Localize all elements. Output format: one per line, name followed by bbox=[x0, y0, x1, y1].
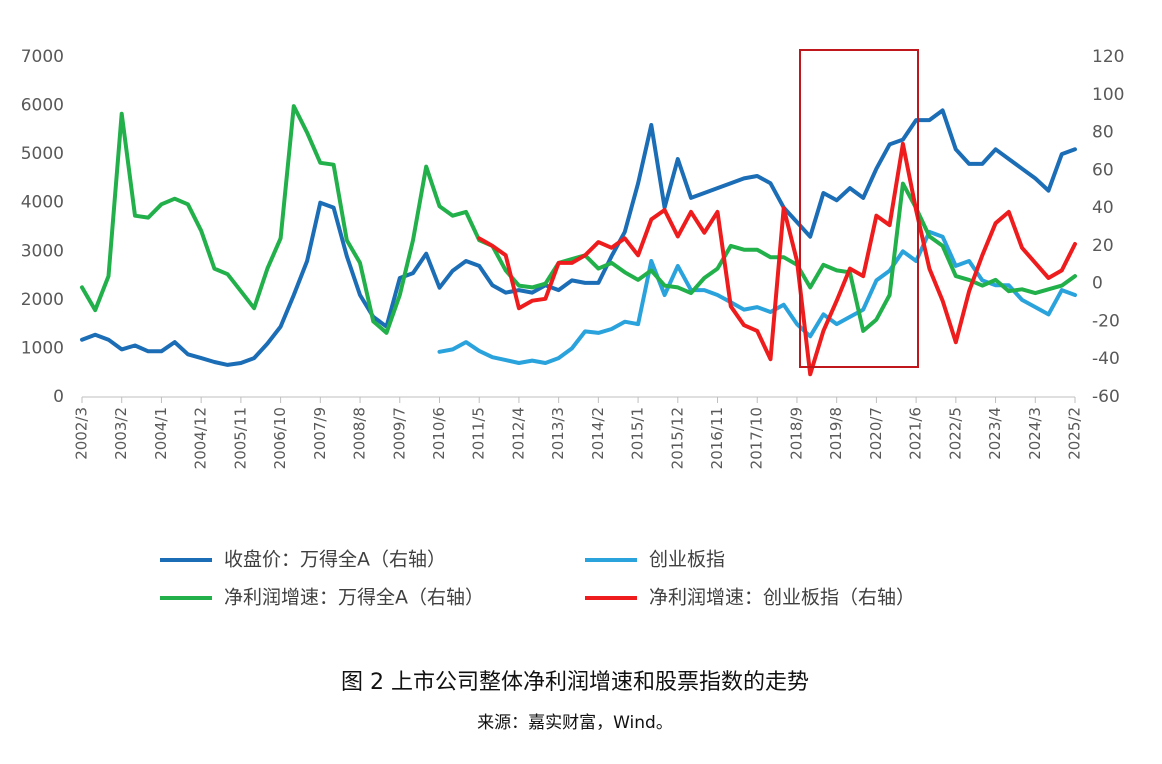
caption: 图 2 上市公司整体净利润增速和股票指数的走势 bbox=[341, 670, 809, 695]
x-tick-label: 2014/2 bbox=[589, 407, 607, 460]
series-line bbox=[477, 141, 1077, 377]
y-tick-label: 2000 bbox=[21, 290, 64, 310]
series-line bbox=[80, 108, 1077, 367]
legend-label: 净利润增速：创业板指（右轴） bbox=[649, 587, 915, 609]
series-line bbox=[437, 229, 1077, 365]
y2-tick-label: 80 bbox=[1092, 123, 1114, 143]
y-tick-label: 1000 bbox=[21, 338, 64, 358]
y-tick-label: 0 bbox=[53, 387, 64, 407]
legend-label: 收盘价：万得全A（右轴） bbox=[224, 549, 446, 571]
x-tick-label: 2009/7 bbox=[390, 407, 408, 460]
x-tick-label: 2008/8 bbox=[351, 407, 369, 460]
y2-tick-label: 60 bbox=[1092, 160, 1114, 180]
x-tick-label: 2023/4 bbox=[986, 407, 1004, 460]
y-tick-label: 6000 bbox=[21, 96, 64, 116]
y-tick-label: 4000 bbox=[21, 193, 64, 213]
x-tick-label: 2004/1 bbox=[152, 407, 170, 460]
y2-tick-label: -60 bbox=[1092, 387, 1120, 407]
y2-tick-label: 40 bbox=[1092, 198, 1114, 218]
x-tick-label: 2025/2 bbox=[1066, 407, 1084, 460]
x-tick-label: 2012/4 bbox=[509, 407, 527, 460]
x-tick-label: 2015/1 bbox=[629, 407, 647, 460]
x-tick-label: 2004/12 bbox=[192, 407, 210, 469]
highlight-box bbox=[799, 49, 919, 368]
y2-tick-label: 100 bbox=[1092, 85, 1124, 105]
source: 来源：嘉实财富，Wind。 bbox=[477, 713, 673, 733]
x-tick-label: 2018/9 bbox=[787, 407, 805, 460]
y2-tick-label: 0 bbox=[1092, 274, 1103, 294]
y2-tick-label: 120 bbox=[1092, 47, 1124, 67]
x-tick-label: 2002/3 bbox=[73, 407, 91, 460]
x-tick-label: 2015/12 bbox=[668, 407, 686, 469]
y-tick-label: 7000 bbox=[21, 47, 64, 67]
x-tick-label: 2024/3 bbox=[1026, 407, 1044, 460]
y2-tick-label: 20 bbox=[1092, 236, 1114, 256]
x-tick-label: 2007/9 bbox=[311, 407, 329, 460]
x-tick-label: 2013/3 bbox=[549, 407, 567, 460]
legend-label: 创业板指 bbox=[649, 549, 725, 571]
x-tick-label: 2016/11 bbox=[708, 407, 726, 469]
y2-tick-label: -20 bbox=[1092, 311, 1120, 331]
y-tick-label: 5000 bbox=[21, 144, 64, 164]
x-tick-label: 2017/10 bbox=[748, 407, 766, 469]
x-tick-label: 2006/10 bbox=[271, 407, 289, 469]
y-tick-label: 3000 bbox=[21, 241, 64, 261]
x-tick-label: 2022/5 bbox=[946, 407, 964, 460]
x-tick-label: 2011/5 bbox=[470, 407, 488, 460]
x-tick-label: 2005/11 bbox=[231, 407, 249, 469]
series-line bbox=[80, 104, 1077, 335]
y2-tick-label: -40 bbox=[1092, 349, 1120, 369]
x-tick-label: 2021/6 bbox=[907, 407, 925, 460]
x-tick-label: 2003/2 bbox=[112, 407, 130, 460]
x-tick-label: 2010/6 bbox=[430, 407, 448, 460]
legend-label: 净利润增速：万得全A（右轴） bbox=[224, 587, 484, 609]
x-tick-label: 2020/7 bbox=[867, 407, 885, 460]
x-tick-label: 2019/8 bbox=[827, 407, 845, 460]
